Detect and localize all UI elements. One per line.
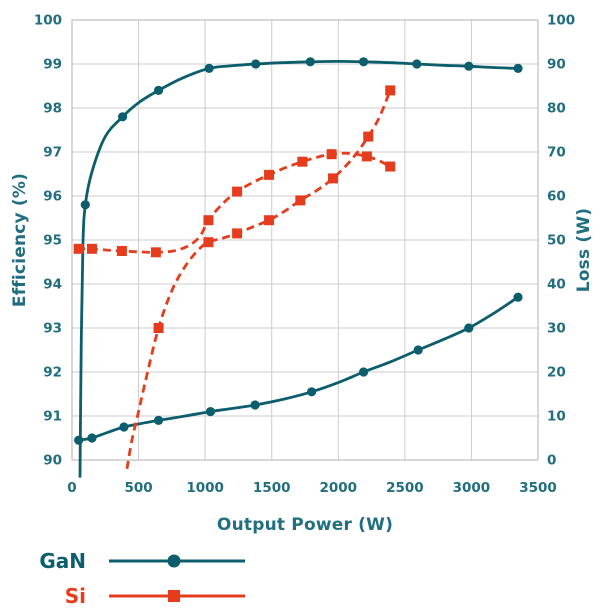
x-tick-label: 1500 [253,480,291,496]
y-left-tick-label: 99 [43,57,62,73]
y-left-tick-label: 98 [43,101,62,117]
data-marker-gan-loss [87,433,97,443]
y-axis-label-right: Loss (W) [574,207,594,293]
data-marker-si-efficiency [297,156,308,167]
data-marker-si-loss [327,173,338,184]
data-marker-gan-efficiency [464,61,474,71]
x-tick-label: 0 [67,480,76,496]
data-marker-si-efficiency [264,169,275,180]
data-marker-si-efficiency [232,186,243,197]
data-marker-gan-efficiency [513,63,523,73]
chart-canvas: 0 500 1000 1500 2000 2500 3000 3500909192939495… [34,13,575,497]
data-marker-si-efficiency [361,151,372,162]
legend-label-si: Si [64,583,86,608]
y-right-tick-label: 90 [547,57,566,73]
data-marker-gan-loss [358,367,369,377]
series-line-gan-loss [75,296,519,443]
data-marker-si-efficiency [73,243,84,254]
x-axis-label: Output Power (W) [216,515,394,535]
y-right-tick-label: 60 [547,189,566,205]
x-tick-label: 1000 [186,480,224,496]
data-marker-si-loss [232,228,243,239]
legend-item-si: Si [0,582,247,609]
x-tick-label: 3500 [519,480,557,496]
gan-circle-marker-icon [167,554,181,567]
plot-border [71,19,539,461]
data-marker-gan-efficiency [358,57,369,67]
data-marker-gan-loss [205,407,216,417]
y-right-tick-label: 10 [547,409,566,425]
data-marker-gan-loss [74,435,84,445]
data-marker-gan-efficiency [204,63,214,73]
data-marker-gan-efficiency [153,85,164,95]
data-marker-gan-efficiency [412,59,422,69]
data-marker-gan-efficiency [305,57,315,67]
data-marker-gan-efficiency [80,200,90,210]
data-marker-si-loss [203,237,214,248]
y-right-tick-label: 30 [547,321,566,337]
data-marker-gan-loss [119,422,129,432]
y-left-tick-label: 90 [43,453,62,469]
x-tick-label: 3000 [453,480,491,496]
y-left-tick-label: 91 [43,409,62,425]
si-square-marker-icon [168,589,180,602]
y-left-tick-label: 94 [43,277,62,293]
y-left-tick-label: 92 [43,365,62,381]
data-marker-gan-loss [513,292,523,302]
data-marker-gan-efficiency [117,112,128,122]
data-marker-gan-efficiency [251,59,261,69]
data-marker-gan-loss [413,345,423,355]
data-marker-gan-loss [464,323,474,333]
data-marker-si-efficiency [150,247,161,258]
data-marker-si-efficiency [86,243,97,254]
data-marker-si-efficiency [326,149,337,160]
x-tick-label: 2500 [386,480,424,496]
data-marker-si-loss [153,323,164,333]
data-marker-si-loss [264,215,275,226]
y-left-tick-label: 93 [43,321,62,337]
legend-item-gan: GaN [0,547,247,574]
data-marker-si-efficiency [116,246,127,256]
y-left-tick-label: 100 [34,13,62,29]
y-left-tick-label: 95 [43,233,62,249]
data-marker-gan-loss [153,415,164,425]
series-line-gan-efficiency [78,59,519,478]
data-marker-si-loss [295,195,306,206]
x-tick-label: 2000 [319,480,357,496]
y-right-tick-label: 70 [547,145,566,161]
legend-swatch-si [109,589,245,602]
data-marker-si-efficiency [385,161,396,172]
y-right-tick-label: 40 [547,277,566,293]
x-tick-label: 500 [124,480,152,496]
data-marker-gan-loss [250,400,260,410]
legend-swatch-gan [109,554,245,567]
data-marker-si-loss [363,131,374,142]
data-marker-si-loss [385,85,396,96]
y-left-tick-label: 97 [43,145,62,161]
y-axis-label-left: Efficiency (%) [10,172,30,308]
legend-label-gan: GaN [39,548,86,573]
y-right-tick-label: 0 [547,453,556,469]
y-right-tick-label: 80 [547,101,566,117]
y-right-tick-label: 20 [547,365,566,381]
data-marker-gan-loss [307,387,317,397]
y-right-tick-label: 50 [547,233,566,249]
y-right-tick-label: 100 [547,13,575,29]
y-left-tick-label: 96 [43,189,62,205]
series-line-si-loss [125,89,392,470]
data-marker-si-efficiency [203,215,214,226]
legend: GaN Si [0,547,247,609]
